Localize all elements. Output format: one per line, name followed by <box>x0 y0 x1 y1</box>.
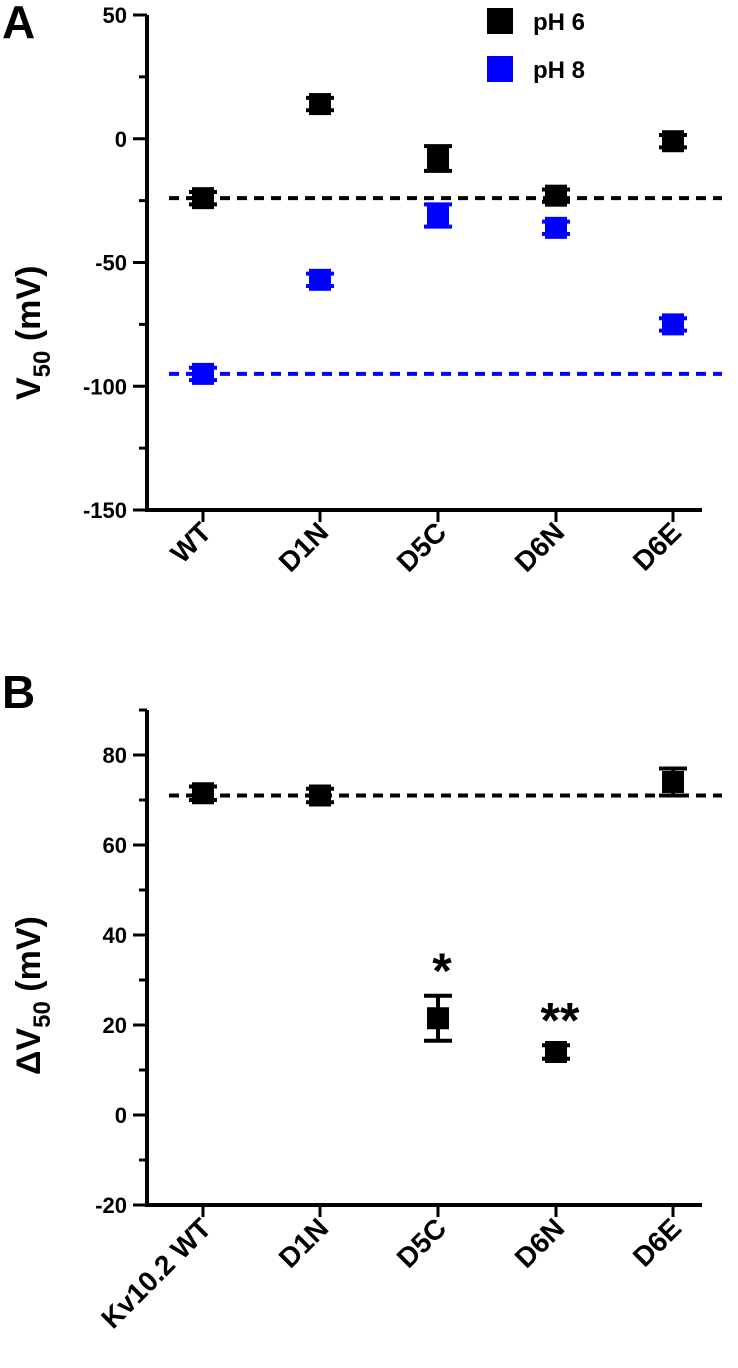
panel-a-y-tick-label: -150 <box>83 498 127 523</box>
panel-a-data-point <box>542 216 570 239</box>
panel-b-letter: B <box>2 666 35 718</box>
panel-a-category-label: D6E <box>627 516 687 576</box>
panel-b-y-tick-label: 20 <box>103 1013 127 1038</box>
panel-a-y-tick-label: 50 <box>103 3 127 28</box>
panel-a-y-tick-label: -100 <box>83 374 127 399</box>
panel-b-significance-annotation: ** <box>541 992 580 1048</box>
panel-a-data-point <box>189 187 217 210</box>
panel-b-category-label: D6E <box>627 1212 687 1272</box>
panel-b-category-label: D6N <box>509 1212 571 1274</box>
panel-a-marker <box>662 130 684 153</box>
panel-a-marker <box>662 313 684 336</box>
panel-a-axes: 50 0 -50 -100 -150 WT D1N D5C D6N D6E <box>83 3 702 578</box>
panel-b-marker <box>192 782 214 805</box>
panel-a-letter: A <box>2 0 35 48</box>
panel-b-y-tick-label: 60 <box>103 833 127 858</box>
panel-a-marker <box>427 204 449 227</box>
panel-a-marker <box>545 216 567 239</box>
panel-b-data-point <box>659 766 687 798</box>
panel-b-marker <box>662 771 684 793</box>
panel-a-marker <box>427 147 449 170</box>
panel-a-points <box>189 93 687 385</box>
panel-a-data-point <box>306 268 334 291</box>
panel-b-data-point <box>189 782 217 805</box>
panel-a-marker <box>192 187 214 210</box>
panel-a-data-point <box>542 184 570 207</box>
legend-label: pH 8 <box>533 57 585 84</box>
panel-b-y-tick-label: 40 <box>103 923 127 948</box>
panel-a-data-point <box>659 313 687 336</box>
panel-a-marker <box>192 362 214 385</box>
panel-b-significance-annotation: * <box>432 943 452 999</box>
panel-b-y-tick-label: 0 <box>115 1103 127 1128</box>
panel-a-category-label: D5C <box>391 516 453 578</box>
panel-b-category-label: Kv10.2 WT <box>95 1212 217 1334</box>
panel-b-ylabel: ΔV50 (mV) <box>10 916 56 1075</box>
panel-b-marker <box>427 1007 449 1030</box>
panel-b-data-point <box>542 1041 570 1063</box>
panel-b-y-tick-label: -20 <box>95 1193 127 1218</box>
panel-b-marker <box>309 784 331 807</box>
panel-a-data-point <box>424 202 452 229</box>
panel-b-y-tick-label: 80 <box>103 743 127 768</box>
panel-b-annotations: *** <box>432 943 580 1049</box>
panel-b-category-label: D5C <box>391 1212 453 1274</box>
panel-a-y-tick-label: -50 <box>95 251 127 276</box>
panel-b-category-label: D1N <box>273 1212 335 1274</box>
panel-a-y-tick-label: 0 <box>115 127 127 152</box>
panel-b-marker <box>545 1041 567 1063</box>
panel-a-data-point <box>659 130 687 153</box>
panel-b-points <box>189 766 687 1063</box>
panel-b-data-point <box>424 993 452 1043</box>
panel-a-data-point <box>189 362 217 385</box>
panel-a-category-label: WT <box>165 516 218 569</box>
panel-a-category-label: D1N <box>273 516 335 578</box>
panel-a-data-point <box>306 93 334 116</box>
panel-a-ylabel: V50 (mV) <box>10 266 56 400</box>
legend-label: pH 6 <box>533 9 585 36</box>
panel-a-data-point <box>424 144 452 173</box>
panel-b-data-point <box>306 784 334 807</box>
panel-a-marker <box>309 93 331 116</box>
legend-swatch <box>487 8 513 34</box>
panel-a-marker <box>545 184 567 207</box>
panel-a-category-label: D6N <box>509 516 571 578</box>
legend-swatch <box>487 56 513 82</box>
panel-a-legend: pH 6 pH 8 <box>487 8 585 84</box>
panel-a-marker <box>309 268 331 291</box>
panel-a-reference-lines <box>169 196 722 376</box>
